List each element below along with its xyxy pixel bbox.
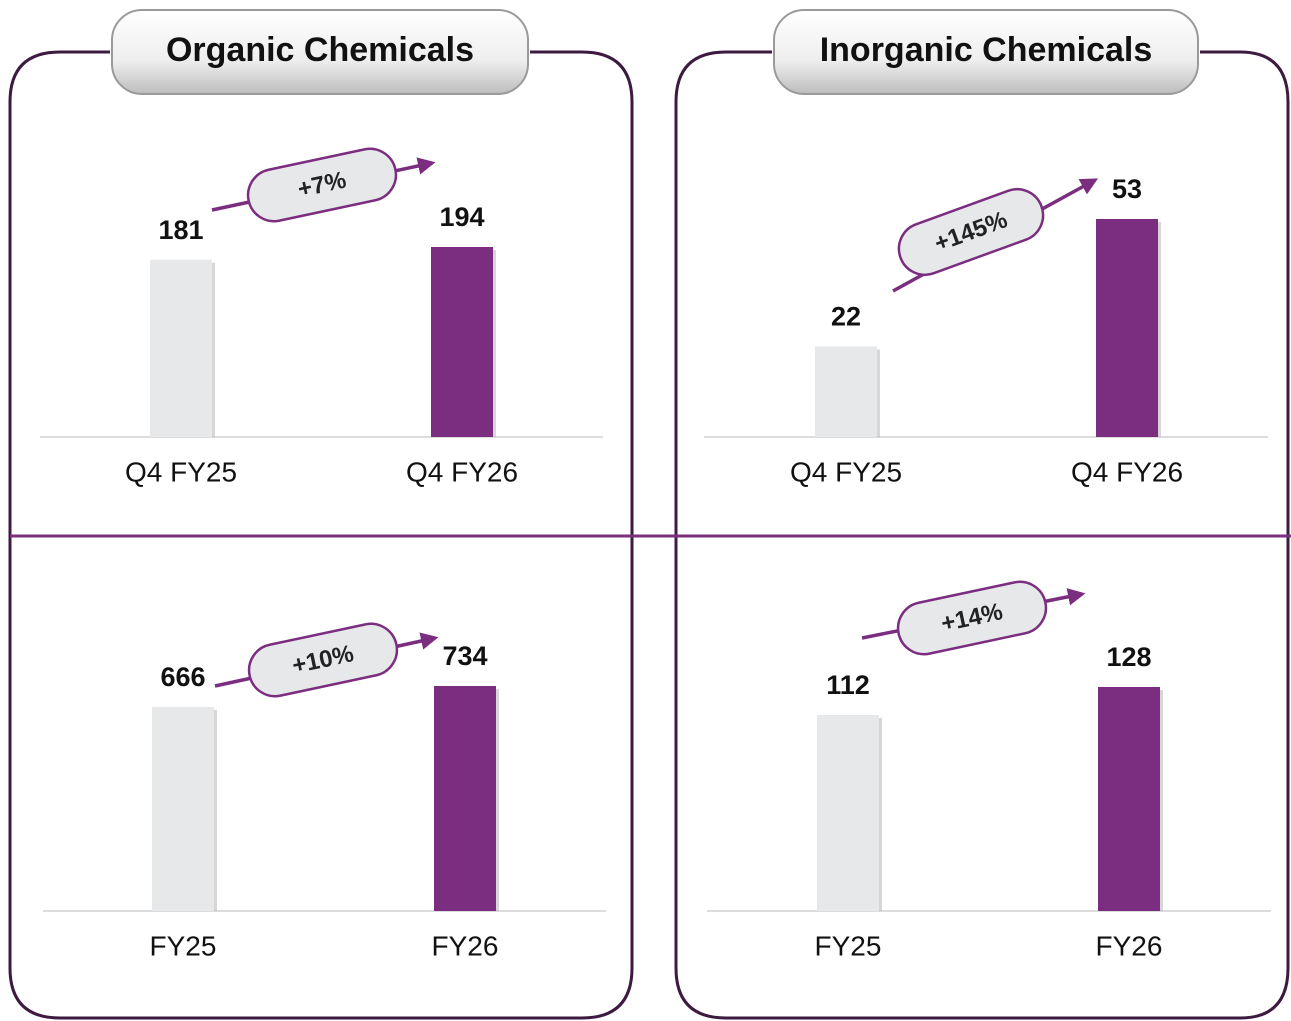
category-label: Q4 FY26: [406, 456, 518, 487]
value-label: 128: [1106, 642, 1151, 672]
growth-badge: +10%: [247, 622, 399, 698]
panel-frame: [8, 50, 634, 1020]
value-label: 666: [160, 662, 205, 692]
category-label: FY26: [1096, 930, 1163, 961]
bar: [434, 686, 496, 911]
growth-badge: +145%: [897, 187, 1045, 277]
panel-title: Inorganic Chemicals: [820, 31, 1153, 69]
value-label: 734: [442, 641, 487, 671]
category-label: Q4 FY26: [1071, 456, 1183, 487]
value-label: 112: [826, 670, 870, 700]
panel-title: Organic Chemicals: [166, 31, 474, 69]
bar: [817, 715, 879, 911]
category-label: Q4 FY25: [790, 456, 902, 487]
panel-frame: [674, 50, 1290, 1020]
badge-pill: [896, 580, 1048, 656]
growth-badge: +7%: [246, 147, 398, 223]
bar: [150, 259, 212, 437]
bar: [815, 346, 877, 437]
bar: [1098, 687, 1160, 911]
bar: [1096, 219, 1158, 437]
growth-badge: +14%: [896, 580, 1048, 656]
bar: [431, 247, 493, 437]
category-label: FY25: [815, 930, 882, 961]
title-pill: [111, 9, 529, 95]
category-label: FY26: [432, 930, 499, 961]
category-label: Q4 FY25: [125, 456, 237, 487]
badge-pill: [246, 147, 398, 223]
value-label: 22: [831, 302, 861, 332]
badge-pill: [247, 622, 399, 698]
bar: [152, 706, 214, 911]
value-label: 181: [158, 215, 203, 245]
category-label: FY25: [150, 930, 217, 961]
value-label: 194: [439, 202, 484, 232]
title-pill: [773, 9, 1199, 95]
value-label: 53: [1112, 174, 1142, 204]
